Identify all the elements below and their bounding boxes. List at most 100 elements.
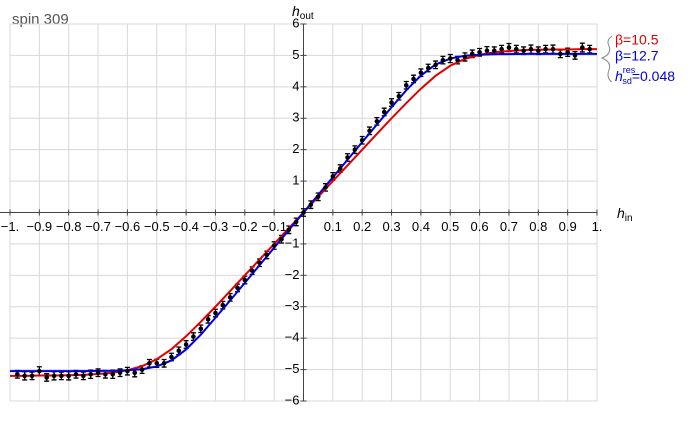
data-point	[169, 354, 174, 360]
data-point	[440, 57, 446, 63]
data-point	[506, 45, 512, 50]
data-point	[550, 46, 556, 52]
y-tick-label: 6	[292, 15, 299, 30]
x-tick-label: 0.5	[441, 219, 459, 234]
x-axis-label: hin	[617, 205, 633, 224]
residual-subscript: sd	[622, 76, 632, 86]
y-tick-label: 1	[292, 173, 299, 188]
x-tick-label: −0.5	[144, 219, 170, 234]
x-label-main: h	[617, 205, 625, 221]
data-point	[323, 185, 328, 190]
data-point	[499, 46, 504, 52]
data-point	[425, 65, 431, 71]
data-point	[330, 174, 336, 179]
data-point	[352, 147, 358, 152]
x-label-sub: in	[625, 213, 633, 224]
data-point	[22, 373, 27, 379]
data-point	[29, 373, 35, 379]
y-tick-label: −2	[285, 267, 300, 282]
x-tick-label: 0.1	[324, 219, 342, 234]
x-tick-label: 0.4	[412, 219, 430, 234]
y-axis-label: hout	[292, 3, 314, 22]
data-point	[447, 56, 453, 61]
data-point	[15, 371, 20, 377]
data-point	[257, 260, 262, 266]
data-point	[411, 76, 416, 82]
data-point	[477, 49, 482, 55]
x-tick-label: −0.4	[173, 219, 199, 234]
x-tick-label: 0.9	[559, 219, 577, 234]
residual-value: =0.048	[632, 68, 675, 84]
data-point	[235, 285, 240, 291]
data-point	[455, 57, 460, 63]
data-point	[191, 334, 196, 339]
x-tick-label: 0.2	[353, 219, 371, 234]
data-point	[213, 310, 218, 316]
y-tick-label: −1	[285, 235, 300, 250]
y-tick-label: −3	[285, 298, 300, 313]
data-point	[220, 302, 226, 308]
axes: −1. −0.9 −0.8 −0.7 −0.6 −0.5 −0.4 −0.3 −0.2 −0.1 0…	[0, 15, 602, 407]
x-tick-label: −0.2	[232, 219, 258, 234]
x-tick-label: 0.7	[500, 219, 518, 234]
x-tick-label: −0.1	[261, 219, 287, 234]
x-tick-label: −0.8	[56, 219, 82, 234]
y-tick-label: −4	[285, 330, 300, 345]
data-point	[301, 210, 306, 215]
data-point	[81, 373, 86, 379]
marks	[10, 42, 597, 382]
data-point	[264, 252, 270, 258]
residual-label: hres sd=0.048	[615, 65, 675, 86]
data-point	[403, 82, 409, 88]
data-point	[374, 119, 380, 124]
data-point	[271, 243, 277, 248]
data-point	[359, 137, 365, 143]
legend-brace	[600, 35, 613, 83]
data-point	[103, 371, 108, 377]
y-tick-label: 5	[292, 47, 299, 62]
data-point	[147, 361, 152, 366]
y-tick-label: −6	[285, 392, 300, 407]
y-tick-label: −5	[285, 361, 300, 376]
data-point	[293, 219, 299, 225]
x-tick-label: −1.	[1, 219, 19, 234]
y-tick-label: 4	[292, 78, 299, 93]
x-tick-label: 0.8	[529, 219, 547, 234]
data-point	[528, 46, 534, 52]
data-point	[139, 367, 145, 372]
chart-title: spin 309	[12, 11, 69, 28]
data-point	[205, 317, 211, 322]
data-point	[367, 128, 372, 134]
data-point	[345, 155, 350, 160]
data-point	[95, 370, 101, 376]
data-point	[433, 62, 438, 68]
x-tick-label: −0.7	[85, 219, 111, 234]
data-point	[565, 49, 570, 55]
data-point	[183, 342, 189, 347]
data-point	[558, 51, 563, 57]
y-label-main: h	[292, 3, 300, 19]
data-point	[521, 48, 526, 54]
data-point	[73, 371, 79, 377]
data-point	[132, 370, 138, 376]
data-point	[462, 54, 468, 60]
x-tick-label: 1.	[592, 219, 603, 234]
data-point	[66, 373, 71, 379]
data-point	[154, 361, 160, 366]
data-point	[51, 373, 57, 379]
x-tick-label: −0.9	[27, 219, 53, 234]
data-point	[513, 46, 519, 52]
y-tick-label: 3	[292, 110, 299, 125]
data-point	[389, 100, 394, 105]
data-point	[37, 368, 42, 374]
data-point	[587, 46, 592, 52]
data-point	[59, 373, 64, 379]
x-tick-label: −0.6	[115, 219, 141, 234]
data-point	[381, 109, 387, 115]
data-point	[536, 48, 541, 54]
data-point	[249, 268, 255, 273]
x-tick-label: 0.3	[383, 219, 401, 234]
x-tick-label: 0.6	[471, 219, 489, 234]
data-point	[308, 202, 314, 207]
